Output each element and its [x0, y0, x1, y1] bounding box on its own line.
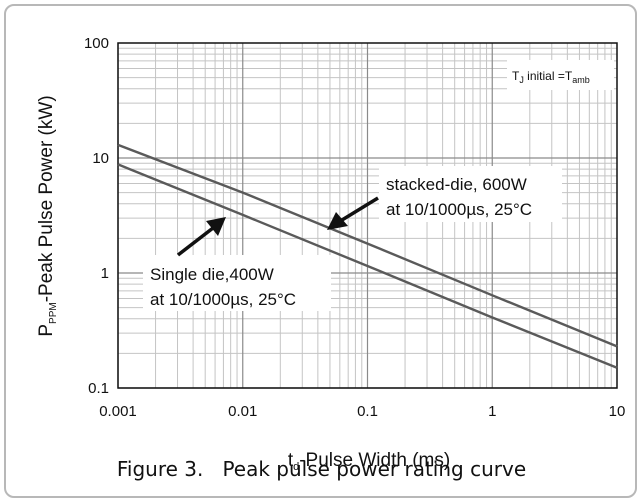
- x-tick-label: 0.001: [99, 403, 137, 420]
- x-tick-label: 1: [488, 403, 496, 420]
- x-tick-label: 0.1: [357, 403, 378, 420]
- stacked-annotation: stacked-die, 600W at 10/1000µs, 25°C: [327, 166, 562, 230]
- plot-area: [117, 42, 618, 389]
- x-tick-label: 0.01: [228, 403, 257, 420]
- tj-note: TJ initial =Tamb: [512, 69, 590, 85]
- x-tick-labels: 0.001 0.01 0.1 1 10: [99, 403, 625, 420]
- y-axis-label: PPPM-Peak Pulse Power (kW): [36, 95, 59, 336]
- x-axis-label: td-Pulse Width (ms): [288, 450, 450, 473]
- stacked-label-line1: stacked-die, 600W: [386, 175, 527, 194]
- y-tick-label: 100: [84, 35, 109, 52]
- single-annotation: Single die,400W at 10/1000µs, 25°C: [143, 217, 331, 311]
- series-group: [117, 143, 618, 369]
- tj-box: TJ initial =Tamb: [507, 60, 614, 90]
- stacked-arrow-shaft: [341, 196, 379, 222]
- stacked-label-line2: at 10/1000µs, 25°C: [386, 200, 532, 219]
- series-line-single-die: [117, 163, 618, 369]
- series-line-stacked-die: [117, 143, 618, 348]
- stacked-arrow-head: [327, 212, 348, 230]
- figure-caption: Figure 3. Peak pulse power rating curve: [116, 457, 527, 481]
- single-label-line2: at 10/1000µs, 25°C: [150, 290, 296, 309]
- y-tick-label: 1: [101, 265, 109, 282]
- single-label-line1: Single die,400W: [150, 265, 274, 284]
- single-arrow-shaft: [176, 226, 215, 257]
- y-tick-label: 0.1: [88, 380, 109, 397]
- single-arrow-head: [206, 217, 226, 236]
- y-tick-label: 10: [92, 150, 109, 167]
- x-tick-label: 10: [609, 403, 626, 420]
- y-tick-labels: 0.1 1 10 100: [84, 35, 109, 397]
